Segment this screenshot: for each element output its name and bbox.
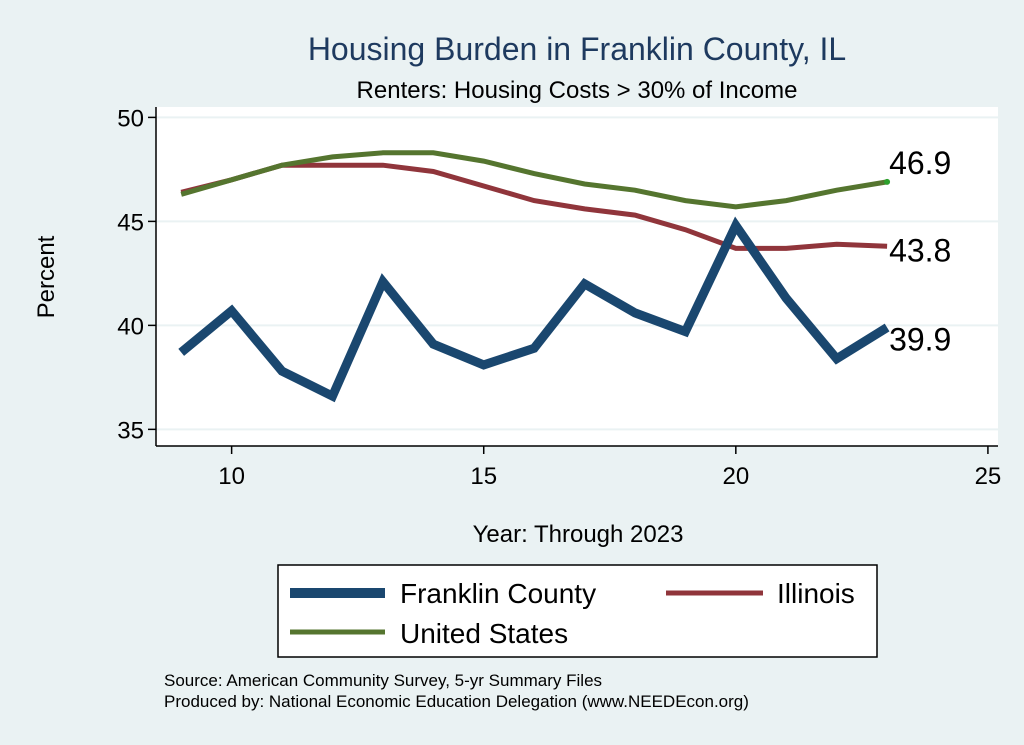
x-tick-label: 10 [218, 463, 245, 490]
series-line-united-states [180, 150, 888, 210]
end-labels: 39.9 43.8 46.9 [889, 145, 951, 358]
y-tick-label: 40 [117, 313, 144, 340]
legend-label-united-states: United States [400, 618, 568, 649]
legend: Franklin County Illinois United States [277, 564, 878, 658]
end-point-marker-united-states [884, 178, 891, 185]
series-line-franklin-county [178, 216, 890, 403]
x-tick-label: 15 [470, 463, 497, 490]
legend-box [277, 564, 878, 658]
series-line-illinois [180, 162, 888, 251]
x-axis-title: Year: Through 2023 [473, 521, 684, 548]
legend-label-franklin-county: Franklin County [400, 578, 596, 609]
series-lines [178, 150, 891, 403]
y-tick-label: 35 [117, 417, 144, 444]
gridlines [156, 116, 998, 431]
axes: 35 40 45 50 10 15 20 25 [117, 105, 1001, 490]
x-tick-label: 20 [722, 463, 749, 490]
chart-subtitle: Renters: Housing Costs > 30% of Income [357, 77, 798, 104]
end-label-illinois: 43.8 [889, 232, 951, 268]
produced-by-note: Produced by: National Economic Education… [164, 692, 749, 711]
legend-label-illinois: Illinois [777, 578, 855, 609]
y-axis-title: Percent [33, 235, 60, 318]
plot-area [156, 107, 998, 446]
source-note: Source: American Community Survey, 5-yr … [164, 671, 602, 690]
y-tick-label: 50 [117, 105, 144, 132]
end-label-united-states: 46.9 [889, 145, 951, 181]
y-tick-label: 45 [117, 209, 144, 236]
x-tick-label: 25 [975, 463, 1002, 490]
end-label-franklin-county: 39.9 [889, 321, 951, 357]
chart-title: Housing Burden in Franklin County, IL [308, 31, 846, 67]
